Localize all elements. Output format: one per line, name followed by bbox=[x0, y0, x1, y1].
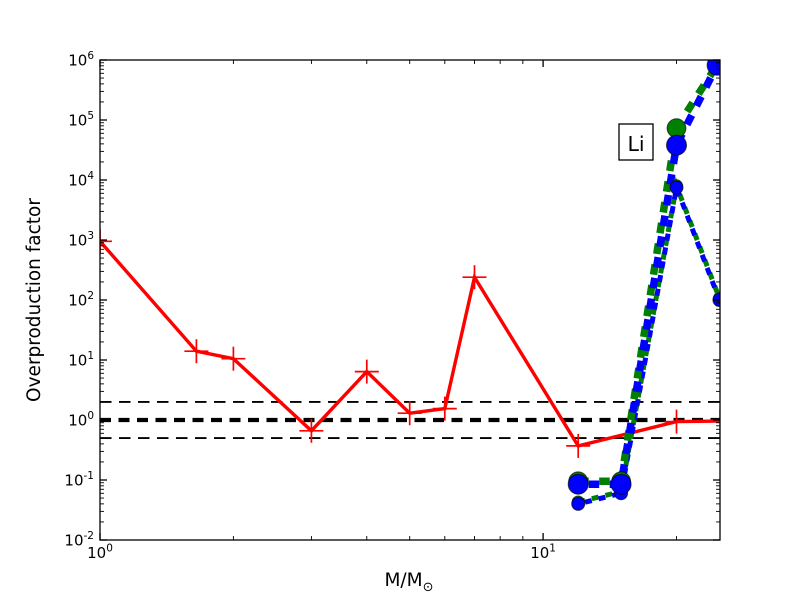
y-tick-label: 106 bbox=[68, 50, 94, 70]
plot-area bbox=[100, 60, 720, 511]
y-tick-label: 104 bbox=[68, 170, 94, 190]
plot-frame bbox=[99, 59, 721, 541]
y-tick-label: 105 bbox=[68, 110, 94, 130]
y-tick-label: 10-2 bbox=[64, 530, 94, 550]
green-thick-dashed-circles-line bbox=[578, 60, 720, 486]
blue-thick-dashed-circles-markers bbox=[567, 60, 720, 495]
li-annotation-text: Li bbox=[627, 132, 644, 156]
circle-marker bbox=[669, 180, 684, 195]
x-tick-label: 101 bbox=[530, 543, 556, 563]
y-tick-label: 103 bbox=[68, 230, 94, 250]
blue-thin-dashed-circles-line bbox=[577, 178, 720, 507]
circle-marker bbox=[571, 496, 586, 511]
circle-marker bbox=[706, 60, 720, 76]
y-tick-label: 100 bbox=[68, 410, 94, 430]
y-tick-label: 101 bbox=[68, 350, 94, 370]
li-annotation: Li bbox=[618, 123, 654, 161]
circle-marker bbox=[567, 473, 589, 495]
blue-thick-dashed-circles-line bbox=[578, 63, 720, 488]
axes-layer bbox=[99, 59, 720, 541]
y-axis-label: Overproduction factor bbox=[24, 198, 45, 402]
x-tick-label: 100 bbox=[87, 543, 113, 563]
circle-marker bbox=[610, 473, 632, 495]
li-annotation-box bbox=[618, 123, 654, 161]
red-solid-plus-markers bbox=[100, 229, 720, 458]
green-thin-dashed-circles-line bbox=[577, 176, 720, 505]
green-thin-dashed-circles-markers bbox=[571, 179, 720, 509]
y-tick-label: 10-1 bbox=[64, 470, 94, 490]
y-tick-label: 102 bbox=[68, 290, 94, 310]
circle-marker bbox=[666, 134, 687, 156]
x-axis-label: M/M⊙ bbox=[384, 570, 433, 595]
